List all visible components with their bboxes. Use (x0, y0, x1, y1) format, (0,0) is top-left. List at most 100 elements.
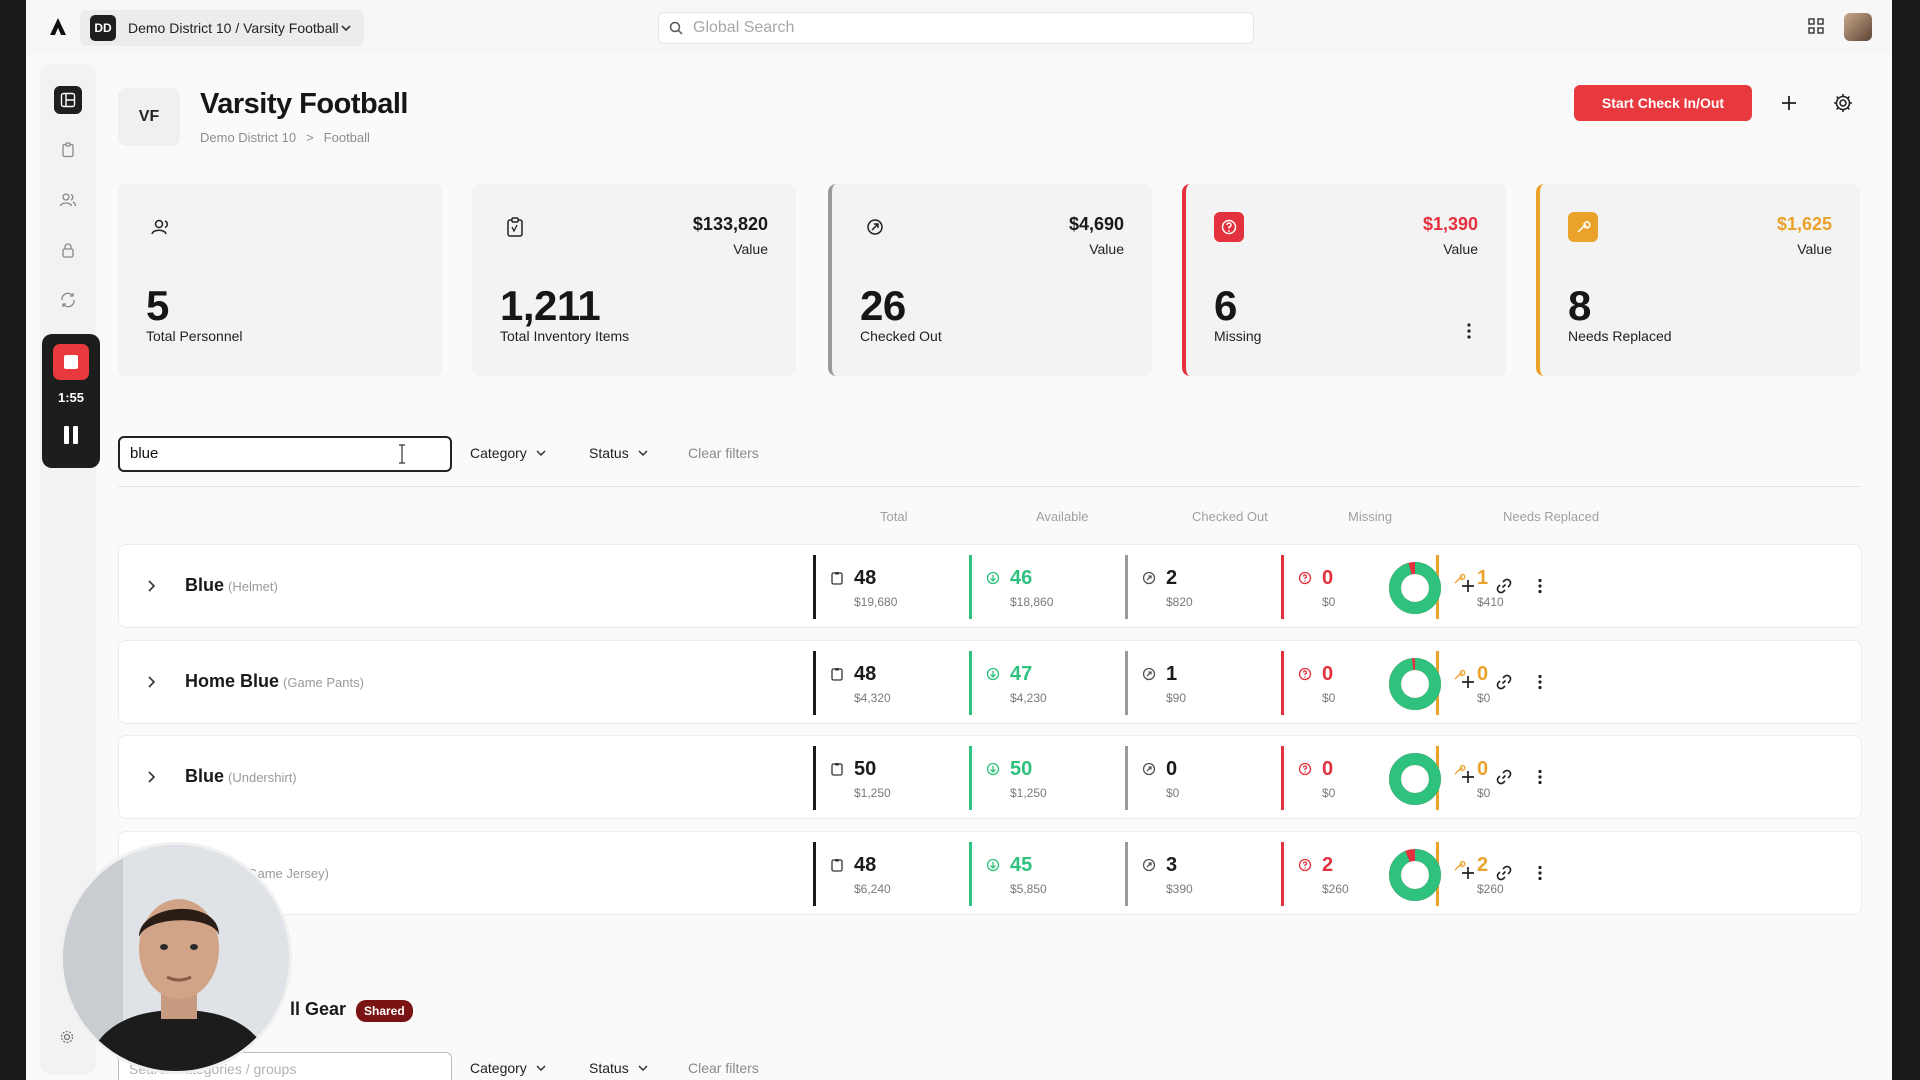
stat-card-inventory[interactable]: $133,820 Value 1,211 Total Inventory Ite… (472, 184, 796, 376)
item-search-input[interactable] (130, 445, 430, 462)
cell-count: 0 (1477, 663, 1489, 685)
stat-label: Total Personnel (146, 328, 243, 344)
chevron-down-icon (638, 450, 648, 457)
cell-total[interactable]: 48 $19,680 (813, 555, 943, 619)
global-search[interactable] (658, 12, 1254, 44)
sync-icon (61, 292, 75, 308)
stat-card-needs-replaced[interactable]: $1,625 Value 8 Needs Replaced (1536, 184, 1860, 376)
table-row[interactable]: Blue (Undershirt) 50 $1,250 50 $1,250 0 $0 0 $0 0 $… (118, 735, 1862, 819)
cell-value: $4,230 (1010, 691, 1047, 705)
add-icon[interactable] (1459, 864, 1477, 882)
cell-count: 2 (1322, 854, 1334, 876)
cell-value: $260 (1477, 882, 1504, 896)
cell-available[interactable]: 50 $1,250 (969, 746, 1099, 810)
available-icon (986, 667, 1000, 681)
more-vertical-icon[interactable] (1531, 864, 1549, 882)
item-name[interactable]: Blue (Undershirt) (185, 766, 297, 787)
cell-available[interactable]: 46 $18,860 (969, 555, 1099, 619)
cell-value: $1,250 (854, 786, 891, 800)
rail-sync[interactable] (54, 286, 82, 314)
table-row[interactable]: Home Blue (Game Pants) 48 $4,320 47 $4,230 1 $9… (118, 640, 1862, 724)
item-type: (Helmet) (228, 579, 278, 594)
chevron-right-icon[interactable] (145, 579, 157, 593)
workspace-switcher[interactable]: DD Demo District 10 / Varsity Football (80, 10, 364, 46)
user-avatar[interactable] (1844, 13, 1872, 41)
shared-status-filter-dropdown[interactable]: Status (589, 1060, 649, 1076)
more-vertical-icon[interactable] (1531, 673, 1549, 691)
cell-count: 48 (854, 663, 877, 685)
clear-filters-link[interactable]: Clear filters (688, 445, 759, 461)
more-vertical-icon[interactable] (1466, 322, 1472, 340)
cell-missing[interactable]: 0 $0 (1281, 651, 1411, 715)
status-filter-dropdown[interactable]: Status (589, 445, 649, 461)
top-bar: DD Demo District 10 / Varsity Football (26, 0, 1892, 54)
chevron-right-icon[interactable] (145, 675, 157, 689)
cell-total[interactable]: 48 $6,240 (813, 842, 943, 906)
rail-lockers[interactable] (54, 236, 82, 264)
recording-timer: 1:55 (57, 390, 85, 405)
breadcrumb-sport[interactable]: Football (323, 130, 370, 145)
cell-count: 1 (1166, 663, 1178, 685)
add-icon[interactable] (1459, 673, 1477, 691)
cell-value: $0 (1322, 691, 1336, 705)
cell-checked-out[interactable]: 0 $0 (1125, 746, 1255, 810)
chevron-right-icon[interactable] (145, 770, 157, 784)
link-icon[interactable] (1495, 768, 1513, 786)
cell-total[interactable]: 50 $1,250 (813, 746, 943, 810)
category-filter-dropdown[interactable]: Category (470, 445, 547, 461)
cell-count: 46 (1010, 567, 1033, 589)
availability-donut (1389, 658, 1441, 710)
rail-dashboard[interactable] (54, 86, 82, 114)
item-search-field[interactable] (118, 436, 452, 472)
cell-missing[interactable]: 0 $0 (1281, 746, 1411, 810)
stat-value-label: Value (1089, 241, 1124, 257)
link-icon[interactable] (1495, 673, 1513, 691)
cell-missing[interactable]: 2 $260 (1281, 842, 1411, 906)
cell-checked-out[interactable]: 2 $820 (1125, 555, 1255, 619)
cell-value: $90 (1166, 691, 1187, 705)
shared-category-filter-dropdown[interactable]: Category (470, 1060, 547, 1076)
webcam-overlay (60, 842, 292, 1074)
availability-donut (1389, 849, 1441, 901)
stat-card-checked-out[interactable]: $4,690 Value 26 Checked Out (828, 184, 1152, 376)
link-icon[interactable] (1495, 864, 1513, 882)
global-search-input[interactable] (693, 19, 1213, 37)
app-logo-icon[interactable] (46, 15, 70, 39)
rail-inventory[interactable] (54, 136, 82, 164)
more-vertical-icon[interactable] (1531, 577, 1549, 595)
add-icon[interactable] (1459, 577, 1477, 595)
stat-card-missing[interactable]: $1,390 Value 6 Missing (1182, 184, 1506, 376)
stop-recording-button[interactable] (53, 344, 89, 380)
rail-personnel[interactable] (54, 186, 82, 214)
shared-clear-filters-link[interactable]: Clear filters (688, 1060, 759, 1076)
cell-available[interactable]: 47 $4,230 (969, 651, 1099, 715)
stat-card-personnel[interactable]: 5 Total Personnel (118, 184, 442, 376)
users-icon (146, 212, 176, 242)
stat-label: Needs Replaced (1568, 328, 1672, 344)
breadcrumb-district[interactable]: Demo District 10 (200, 130, 297, 145)
cell-missing[interactable]: 0 $0 (1281, 555, 1411, 619)
cell-value: $0 (1477, 786, 1491, 800)
apps-grid-icon[interactable] (1808, 18, 1824, 34)
cell-checked-out[interactable]: 1 $90 (1125, 651, 1255, 715)
cell-total[interactable]: 48 $4,320 (813, 651, 943, 715)
pause-recording-button[interactable] (64, 426, 78, 444)
cell-checked-out[interactable]: 3 $390 (1125, 842, 1255, 906)
category-filter-label: Category (470, 1060, 527, 1076)
item-name[interactable]: Home Blue (Game Pants) (185, 671, 364, 692)
add-icon[interactable] (1778, 92, 1800, 114)
gear-icon[interactable] (1832, 92, 1854, 114)
stat-value: $1,625 (1776, 214, 1832, 234)
cell-available[interactable]: 45 $5,850 (969, 842, 1099, 906)
needs-replaced-icon (1453, 858, 1467, 872)
settings-icon[interactable] (60, 1030, 74, 1044)
table-row[interactable]: Blue (Helmet) 48 $19,680 46 $18,860 2 $820 0 $0 1 $… (118, 544, 1862, 628)
link-icon[interactable] (1495, 577, 1513, 595)
add-icon[interactable] (1459, 768, 1477, 786)
table-row[interactable]: e Blue(Game Jersey)48$6,24045$5,8503$390… (118, 831, 1862, 915)
start-check-in-out-button[interactable]: Start Check In/Out (1574, 85, 1752, 121)
cell-value: $260 (1322, 882, 1349, 896)
cell-value: $390 (1166, 882, 1193, 896)
more-vertical-icon[interactable] (1531, 768, 1549, 786)
item-name[interactable]: Blue (Helmet) (185, 575, 278, 596)
